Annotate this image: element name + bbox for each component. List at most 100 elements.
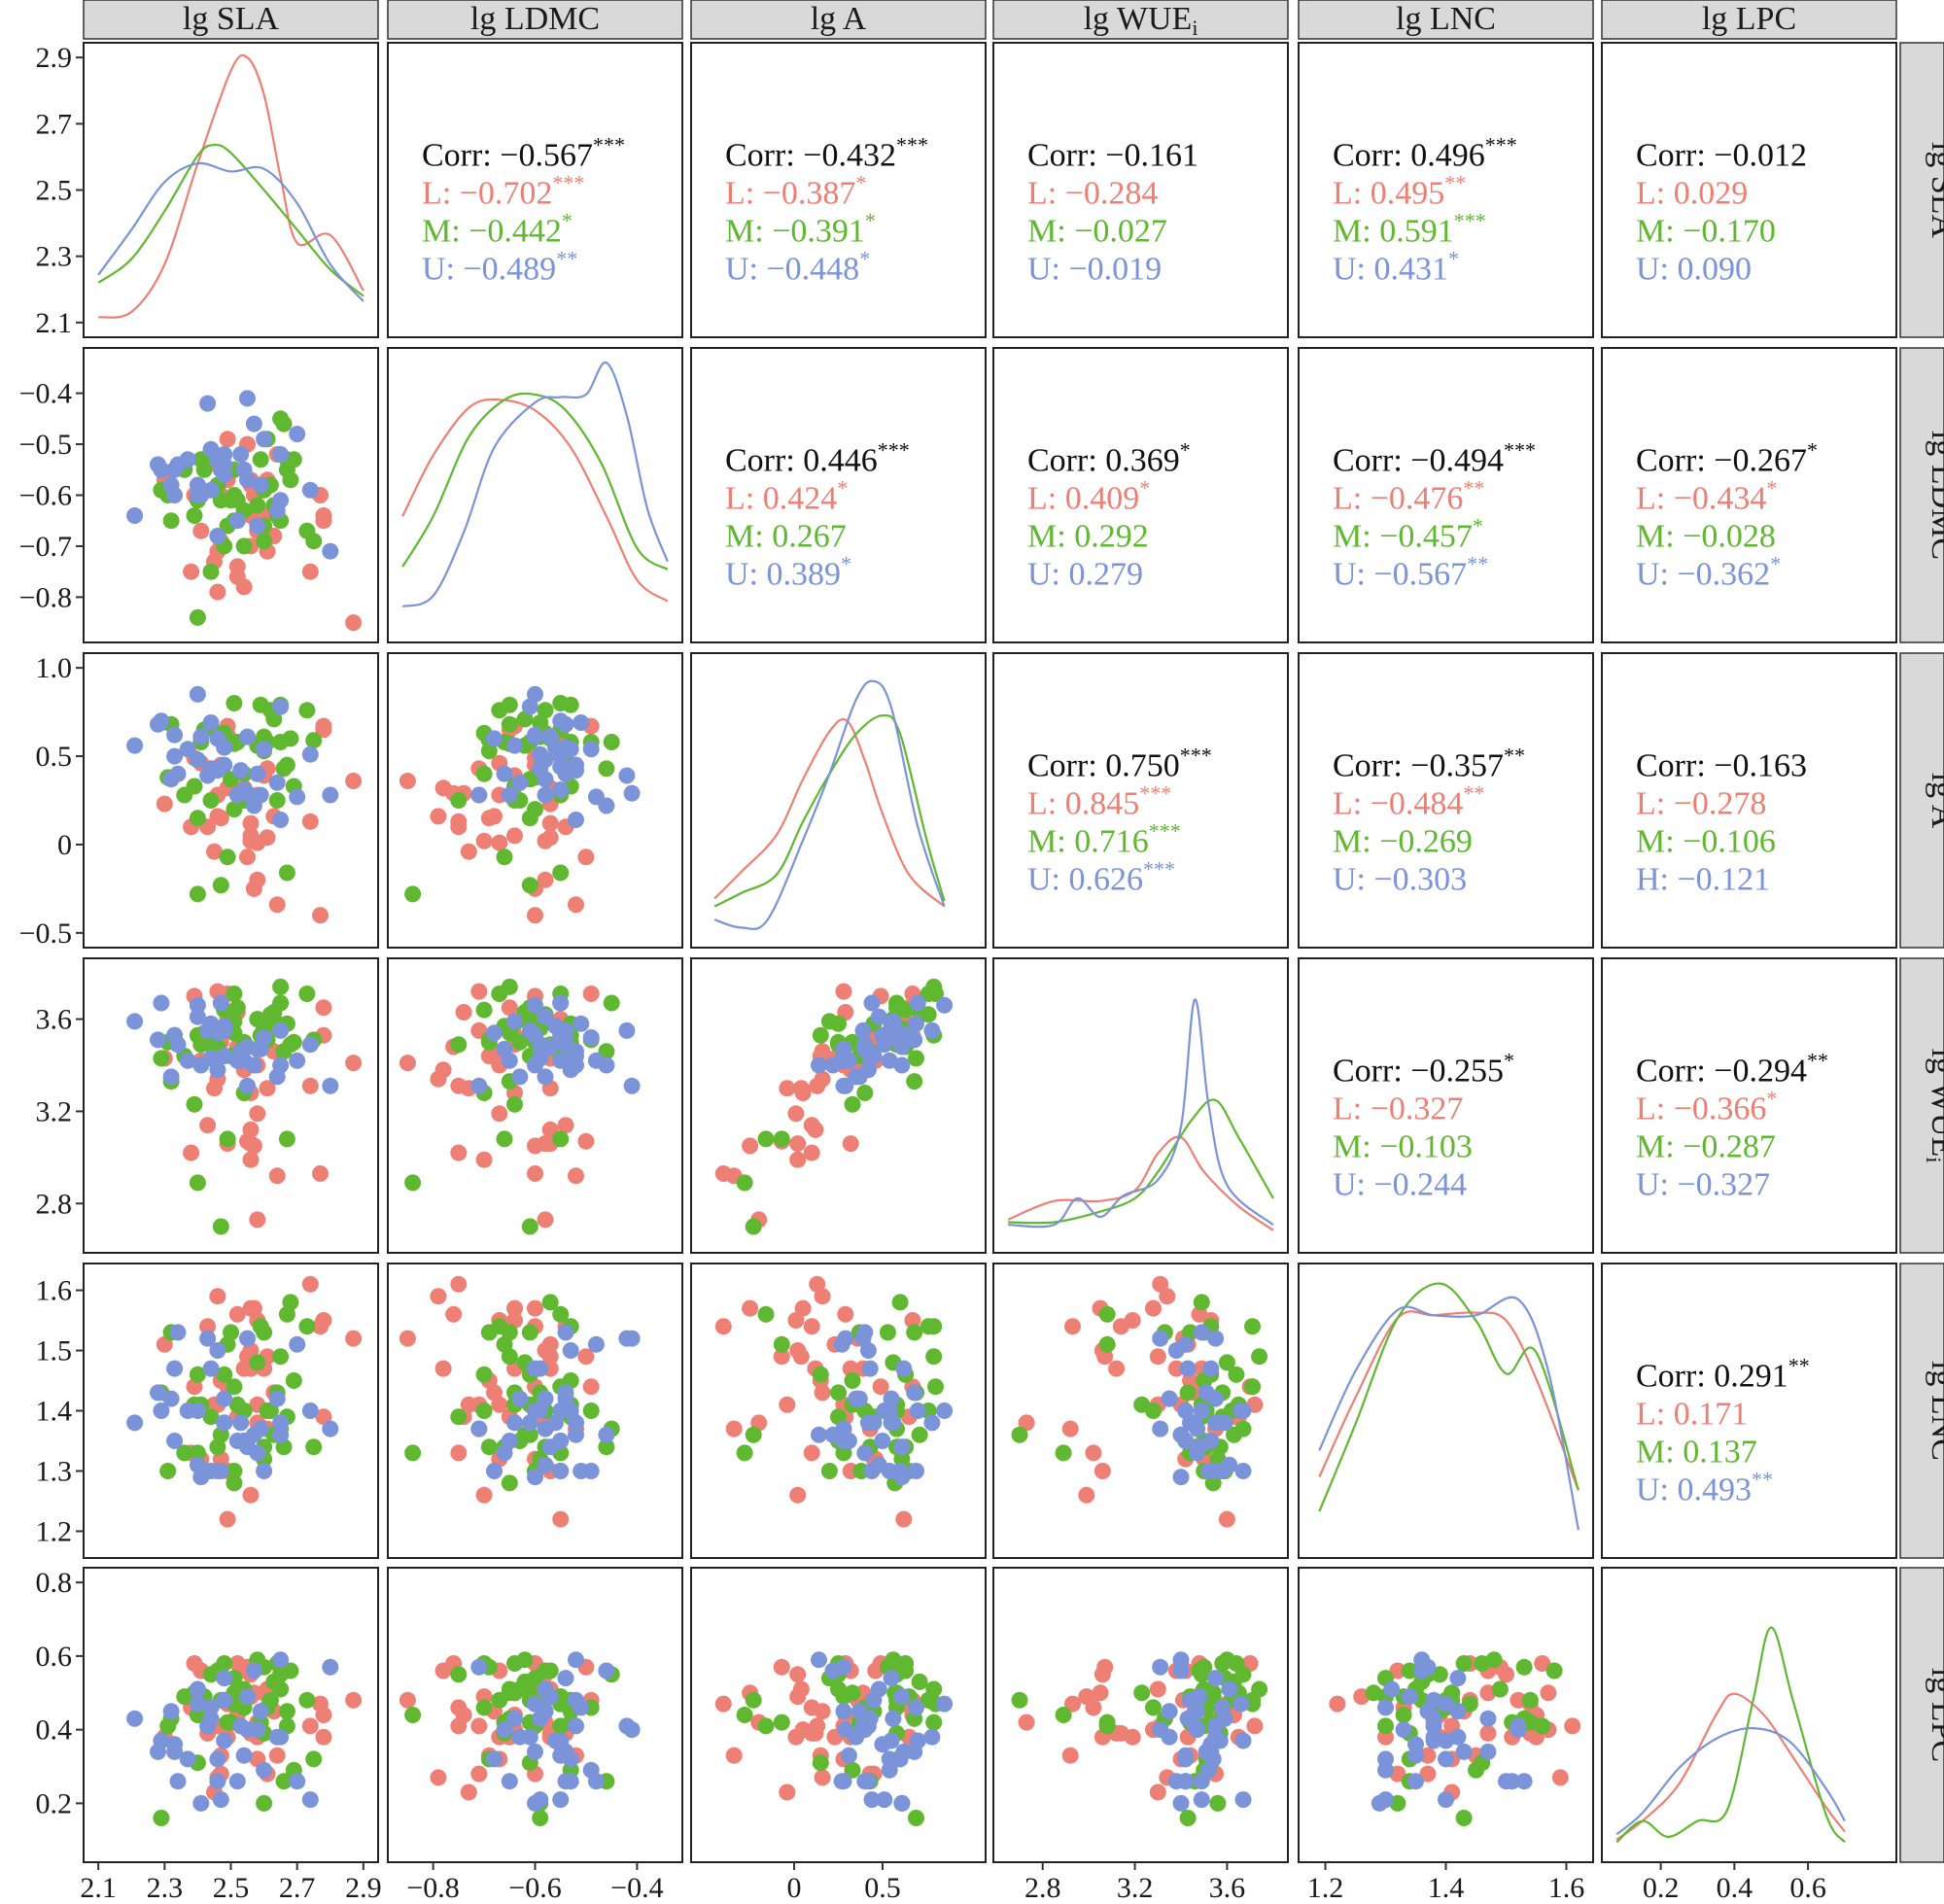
point-m	[216, 1655, 233, 1672]
point-u	[568, 1651, 584, 1669]
point-l	[345, 614, 363, 632]
point-m	[562, 696, 579, 713]
y-tick-label: 3.2	[36, 1095, 73, 1127]
point-u	[189, 1695, 206, 1713]
corr-line-m: M: −0.391*	[725, 209, 876, 250]
point-u	[1202, 1433, 1220, 1449]
point-u	[881, 1761, 898, 1779]
point-m	[272, 410, 290, 428]
point-l	[577, 1348, 595, 1366]
panel-r4-c5	[1601, 1263, 1897, 1559]
y-tick-label: 2.9	[36, 42, 73, 74]
point-u	[256, 1029, 273, 1046]
point-u	[865, 1414, 883, 1432]
point-m	[404, 1707, 422, 1723]
point-u	[301, 1791, 319, 1809]
point-u	[1234, 1732, 1252, 1749]
point-m	[1545, 1662, 1563, 1679]
point-u	[189, 476, 206, 494]
point-l	[186, 1655, 203, 1672]
point-u	[150, 456, 166, 473]
y-tick-label: 1.3	[36, 1455, 73, 1487]
point-u	[272, 1414, 290, 1432]
point-l	[779, 1783, 796, 1801]
point-u	[486, 1024, 503, 1042]
point-m	[153, 1050, 170, 1067]
point-m	[189, 608, 206, 626]
point-u	[153, 1402, 170, 1419]
point-l	[789, 1342, 807, 1359]
point-u	[150, 1743, 166, 1760]
point-m	[404, 885, 422, 903]
density-lg-sla	[97, 53, 364, 319]
point-u	[501, 1433, 518, 1449]
panel-r5-c3	[992, 1567, 1289, 1863]
point-m	[480, 1324, 498, 1341]
point-u	[883, 1670, 900, 1687]
corr-line-u: U: 0.279	[1027, 557, 1143, 593]
point-u	[1167, 1342, 1185, 1359]
point-u	[1419, 1658, 1437, 1676]
density-curve-u	[401, 362, 669, 608]
point-l	[345, 773, 363, 789]
scatter-r1-c0	[126, 390, 363, 632]
point-u	[883, 1414, 900, 1432]
point-u	[582, 1029, 600, 1046]
point-m	[256, 533, 273, 550]
point-l	[345, 1055, 363, 1072]
point-u	[1216, 1710, 1233, 1727]
right-strip-lg-lnc: lg LNC	[1899, 1263, 1944, 1559]
point-u	[923, 1728, 941, 1746]
point-m	[1461, 1695, 1478, 1713]
point-l	[450, 818, 468, 836]
point-m	[305, 533, 323, 550]
point-l	[315, 721, 332, 739]
point-u	[573, 714, 590, 731]
point-u	[166, 747, 184, 765]
density-curve-l	[713, 717, 946, 908]
point-m	[1133, 1684, 1151, 1702]
point-u	[1232, 1695, 1250, 1713]
point-l	[773, 1658, 790, 1676]
point-l	[814, 1769, 831, 1786]
point-l	[183, 563, 200, 580]
point-u	[126, 507, 144, 524]
x-tick-label: 2.8	[1024, 1872, 1061, 1899]
point-u	[582, 741, 600, 758]
point-u	[923, 1021, 941, 1039]
point-u	[861, 1360, 879, 1377]
point-m	[906, 1073, 923, 1090]
point-u	[835, 1420, 852, 1437]
point-l	[491, 834, 508, 851]
point-u	[1221, 1456, 1238, 1473]
point-u	[252, 1703, 269, 1720]
point-u	[552, 781, 570, 799]
point-u	[908, 1463, 924, 1479]
point-u	[235, 461, 253, 478]
corr-line-l: L: −0.702***	[422, 171, 584, 212]
point-u	[192, 728, 210, 745]
point-l	[430, 808, 447, 825]
corr-line-m: M: 0.591***	[1333, 209, 1486, 250]
point-u	[1161, 1728, 1178, 1746]
point-u	[1182, 1414, 1198, 1432]
point-m	[603, 734, 620, 750]
point-l	[315, 1728, 332, 1746]
right-strip-label: lg LDMC	[1925, 431, 1944, 560]
point-m	[736, 1444, 753, 1462]
strip-layer: lg SLA lg LDMC lg A lg WUEi lg LNC lg LPC lg S…	[83, 0, 1944, 1863]
corr-line-m: M: 0.716***	[1027, 819, 1181, 860]
point-l	[541, 1335, 559, 1353]
point-u	[245, 1662, 262, 1679]
point-m	[812, 1366, 829, 1383]
point-u	[623, 1330, 641, 1347]
point-l	[742, 1137, 759, 1155]
point-m	[195, 461, 213, 478]
point-m	[1395, 1707, 1412, 1723]
corr-line-u: U: −0.244	[1333, 1167, 1467, 1203]
point-l	[156, 1335, 173, 1353]
point-l	[242, 1151, 260, 1168]
